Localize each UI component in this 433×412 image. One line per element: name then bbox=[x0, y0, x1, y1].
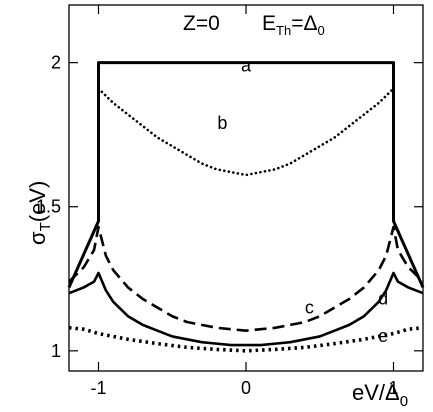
axis-ticks: -1 0 1 1 1.5 2 bbox=[36, 5, 423, 398]
curve-label-a: a bbox=[241, 55, 252, 75]
chart-title: Z=0 ETh=Δ0 bbox=[183, 12, 325, 38]
title-z: Z=0 bbox=[183, 12, 220, 35]
series-c-line bbox=[68, 225, 424, 332]
series-b-line bbox=[97, 87, 395, 177]
series-a-line bbox=[67, 61, 425, 289]
y-tick-label: 1.5 bbox=[36, 197, 61, 217]
curve-label-b: b bbox=[217, 113, 227, 133]
plot-frame bbox=[68, 4, 424, 372]
curve-label-d: d bbox=[378, 289, 388, 309]
y-tick-label: 1 bbox=[51, 341, 61, 361]
curve-label-c: c bbox=[305, 297, 314, 317]
x-axis-label: eV/Δ0 bbox=[352, 380, 408, 410]
x-tick-label: 1 bbox=[388, 378, 398, 398]
y-axis-label: σT(eV) bbox=[25, 181, 54, 245]
curve-labels: a b c de bbox=[217, 55, 388, 346]
y-tick-label: 2 bbox=[51, 53, 61, 73]
x-tick-label: 0 bbox=[241, 378, 251, 398]
series-layer bbox=[67, 61, 425, 353]
title-eth: ETh=Δ0 bbox=[262, 12, 325, 38]
series-e-line bbox=[68, 325, 424, 353]
series-d-line bbox=[68, 271, 424, 347]
x-tick-label: -1 bbox=[90, 378, 106, 398]
curve-label-e: e bbox=[378, 326, 388, 346]
